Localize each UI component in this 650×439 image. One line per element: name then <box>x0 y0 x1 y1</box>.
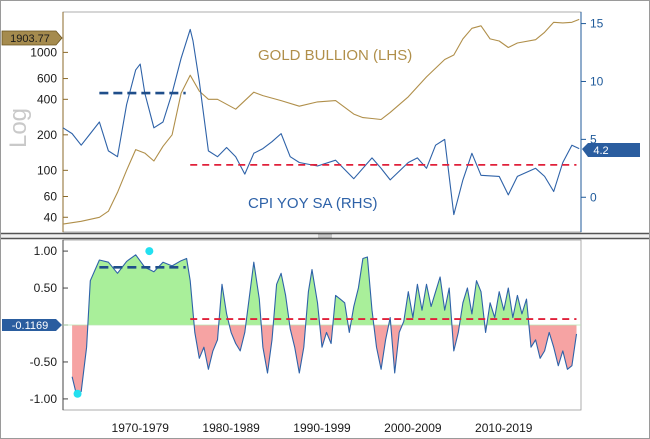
top-panel: 1000 600 400 200 100 60 40 15 10 5 0 Log GOLD BUL… <box>1 11 640 233</box>
right-tick-label: 15 <box>590 17 604 31</box>
bottom-tick-label: -1.00 <box>30 392 58 406</box>
bottom-annotations <box>99 266 577 320</box>
bottom-markers <box>73 247 154 398</box>
bottom-tick-label: -0.50 <box>30 355 58 369</box>
negative-area <box>72 325 577 396</box>
bottom-panel: 1.000.500.00-0.50-1.00 -0.1169 <box>2 239 582 411</box>
x-tick-label: 2010-2019 <box>475 421 533 435</box>
oscillator-current-flag: -0.1169 <box>2 319 62 332</box>
panel-splitter[interactable] <box>1 232 649 240</box>
x-tick-label: 2000-2009 <box>384 421 442 435</box>
cpi-yoy-line <box>62 28 580 216</box>
bottom-tick-label: 1.00 <box>34 244 58 258</box>
gold-bullion-line <box>62 18 580 225</box>
left-tick-label: 60 <box>44 189 58 203</box>
top-series-group <box>62 18 580 225</box>
bottom-series-group <box>63 254 581 396</box>
left-tick-label: 40 <box>44 210 58 224</box>
extreme-marker <box>145 247 154 256</box>
gold-series-label: GOLD BULLION (LHS) <box>258 47 412 64</box>
extreme-marker <box>73 389 82 398</box>
left-tick-label: 1000 <box>30 45 57 59</box>
oscillator-line <box>71 254 578 396</box>
right-axis-ticks: 15 10 5 0 <box>581 17 604 204</box>
x-tick-label: 1980-1989 <box>202 421 260 435</box>
cpi-current-flag: 4.2 <box>582 143 640 157</box>
right-tick-label: 5 <box>590 132 597 146</box>
x-axis-ticks: 1970-1979 1980-1989 1990-1999 2000-2009 2010… <box>112 421 533 435</box>
cpi-current-value: 4.2 <box>593 145 608 157</box>
x-tick-label: 1970-1979 <box>112 421 170 435</box>
left-tick-label: 600 <box>37 72 57 86</box>
left-axis-label: Log <box>5 108 32 148</box>
gold-current-flag: 1903.77 <box>1 30 63 46</box>
right-tick-label: 0 <box>590 190 597 204</box>
bottom-tick-label: 0.50 <box>34 281 58 295</box>
left-tick-label: 100 <box>37 163 57 177</box>
left-axis-ticks: 1000 600 400 200 100 60 40 <box>30 45 68 224</box>
top-annotations <box>99 91 577 166</box>
x-tick-label: 1990-1999 <box>293 421 351 435</box>
cpi-series-label: CPI YOY SA (RHS) <box>248 195 378 212</box>
right-tick-label: 10 <box>590 74 604 88</box>
top-plot-area <box>62 11 582 233</box>
left-tick-label: 200 <box>37 128 57 142</box>
gold-current-value: 1903.77 <box>10 33 50 45</box>
oscillator-current-value: -0.1169 <box>12 320 49 332</box>
left-tick-label: 400 <box>37 92 57 106</box>
